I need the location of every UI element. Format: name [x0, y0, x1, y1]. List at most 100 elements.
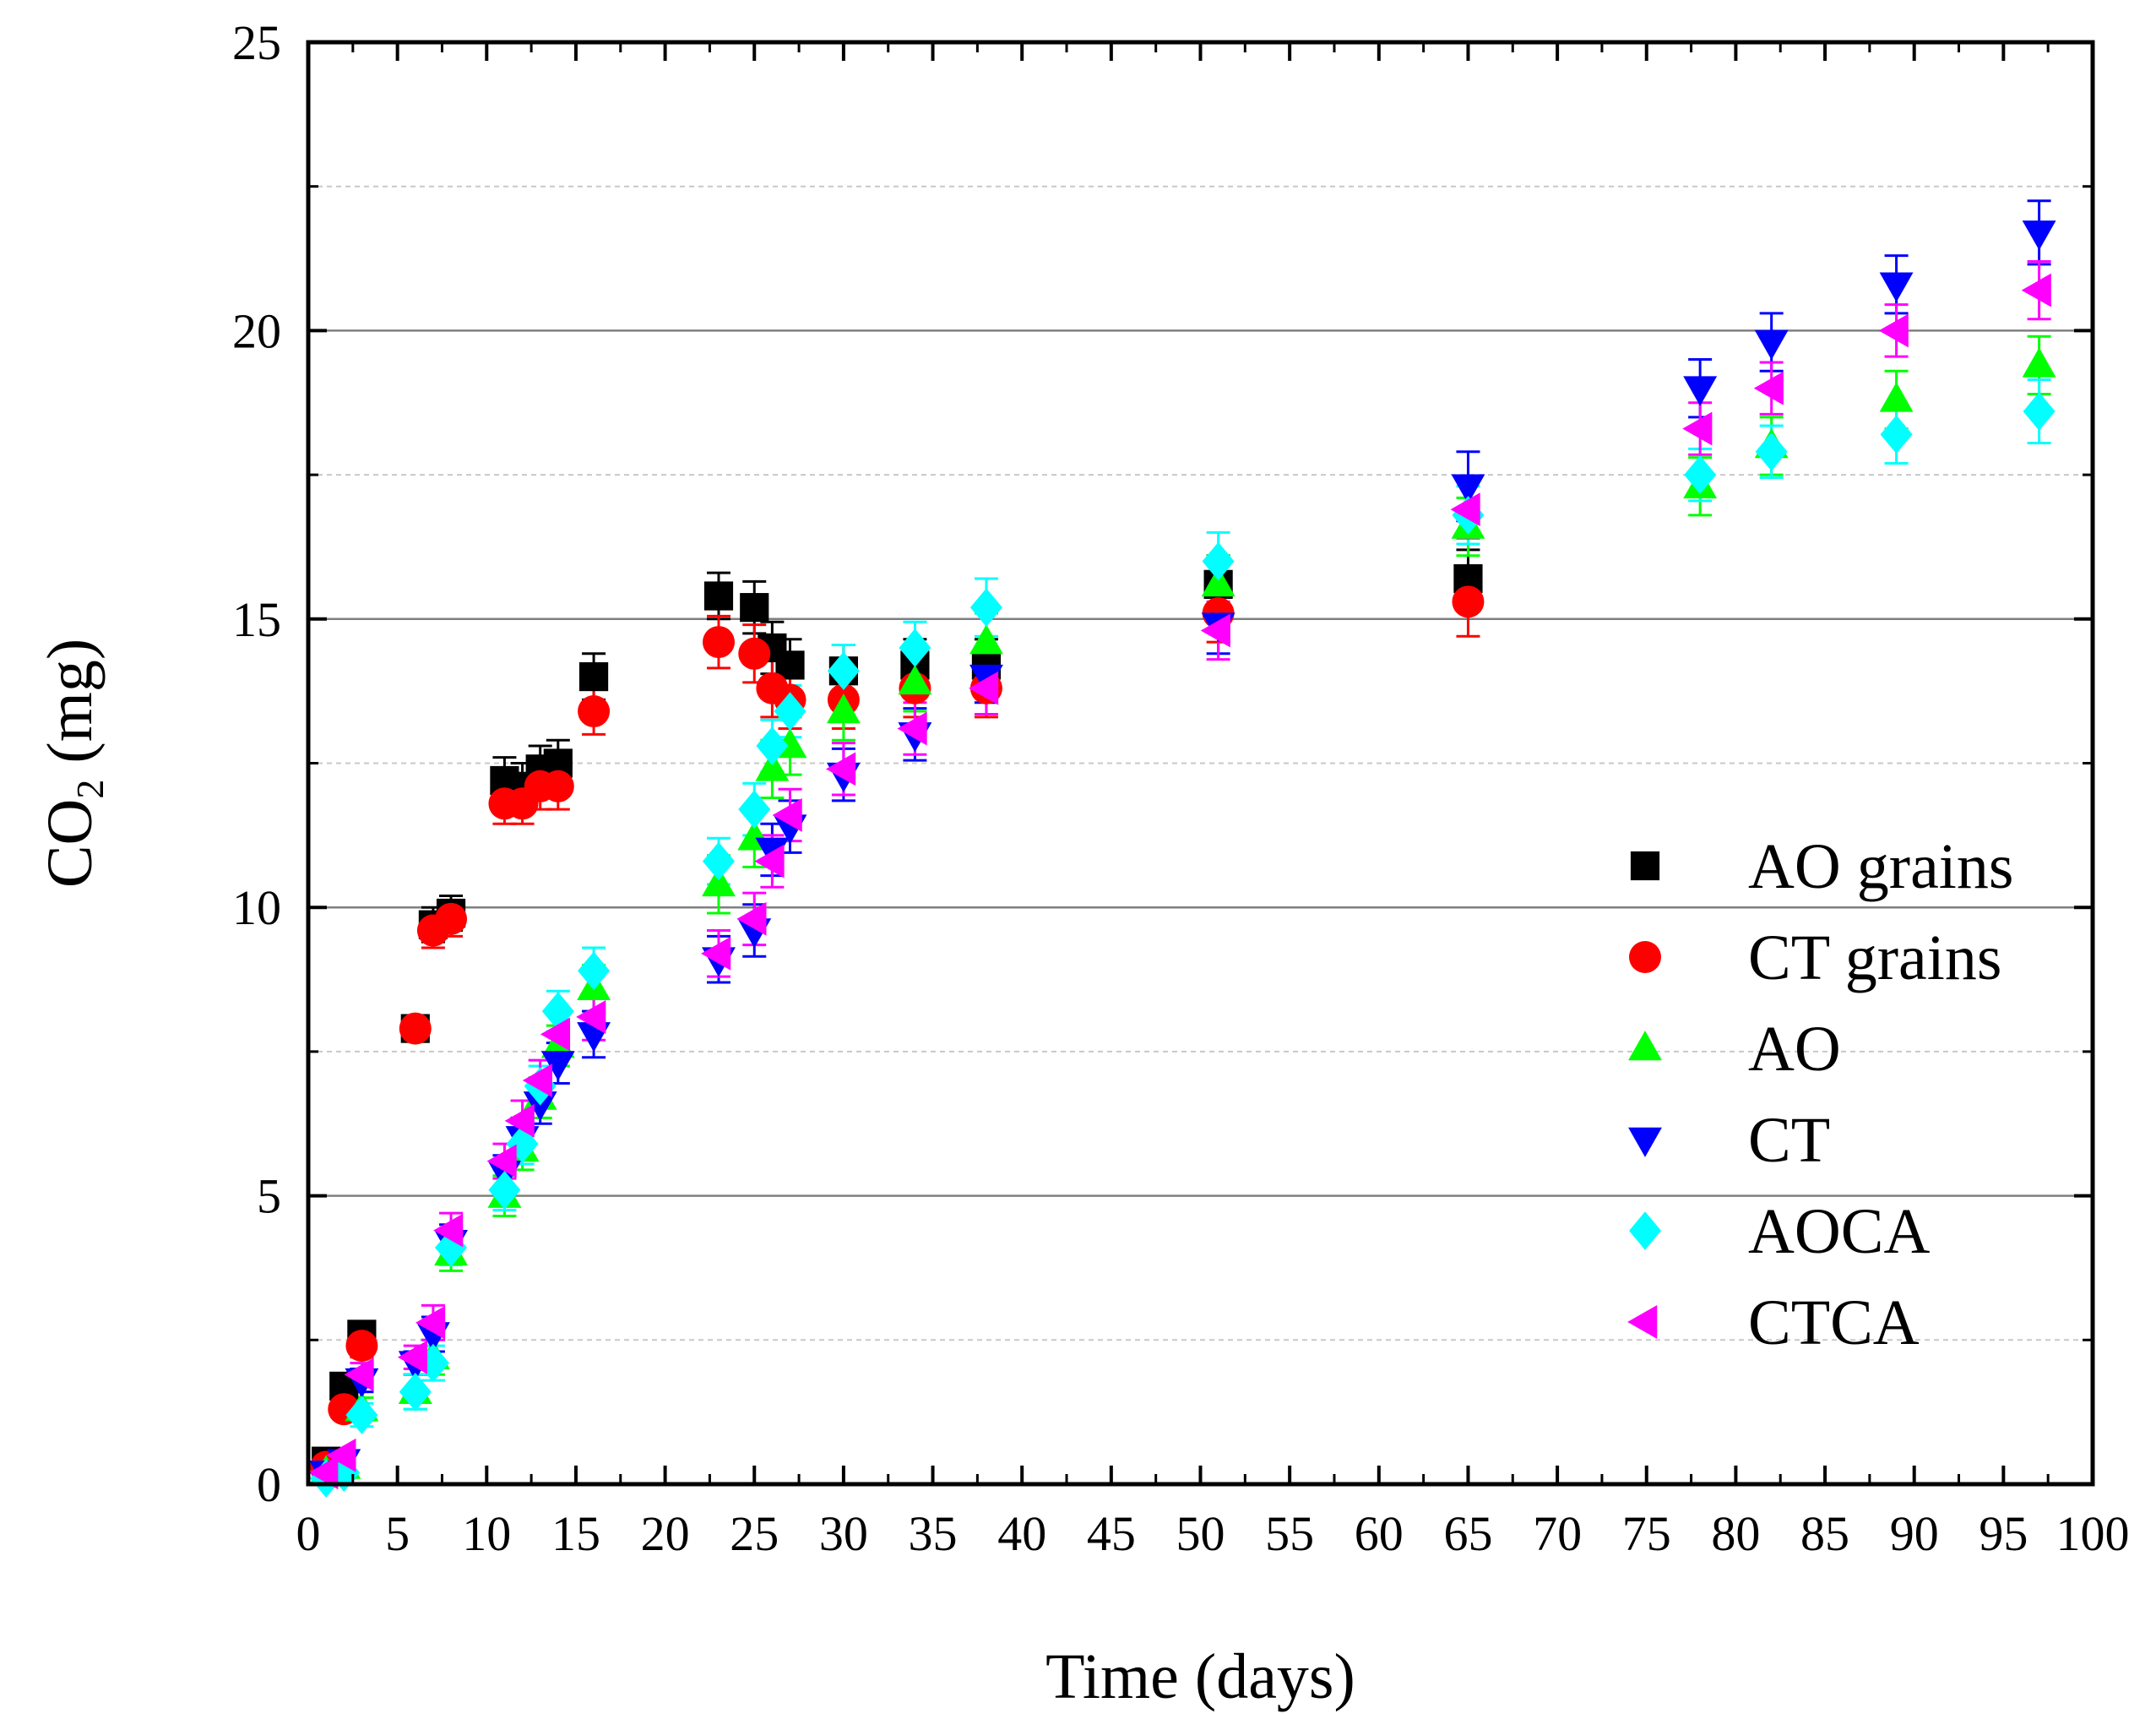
- point-ct-grains: [1452, 585, 1485, 618]
- point-aoca: [2023, 392, 2056, 431]
- point-ctca: [433, 1213, 464, 1248]
- legend-marker-ao-grains: [1630, 851, 1660, 881]
- legend-label-ctca: CTCA: [1748, 1287, 1920, 1358]
- point-ao: [1201, 566, 1235, 597]
- point-ao-grains: [703, 581, 734, 611]
- point-ctca: [754, 844, 785, 879]
- y-axis-title-subscript: 2: [68, 780, 111, 799]
- point-aoca: [488, 1170, 521, 1210]
- x-tick-label: 5: [385, 1506, 410, 1561]
- point-ctca: [772, 798, 802, 832]
- x-tick-label: 55: [1265, 1506, 1314, 1561]
- point-aoca: [702, 841, 735, 881]
- y-tick-label: 25: [232, 15, 281, 70]
- point-aoca: [756, 726, 789, 765]
- point-aoca: [969, 588, 1002, 627]
- x-tick-label: 0: [296, 1506, 321, 1561]
- point-ctca: [1450, 492, 1480, 527]
- x-tick-label: 60: [1355, 1506, 1404, 1561]
- legend-label-ao-grains: AO grains: [1748, 831, 2014, 902]
- x-tick-label: 95: [1979, 1506, 2028, 1561]
- point-ct: [1754, 329, 1789, 360]
- data-markers: [308, 220, 2056, 1498]
- x-axis-title: Time (days): [1045, 1641, 1355, 1712]
- legend-marker-aoca: [1629, 1211, 1661, 1250]
- point-aoca: [738, 790, 771, 829]
- point-ctca: [969, 671, 999, 705]
- point-ct: [1683, 376, 1718, 406]
- point-ao: [969, 624, 1003, 655]
- x-tick-label: 85: [1800, 1506, 1849, 1561]
- point-ct: [1879, 272, 1914, 302]
- point-aoca: [1684, 455, 1717, 494]
- point-aoca: [774, 692, 806, 731]
- grid-lines: [308, 185, 2093, 1341]
- y-tick-label: 10: [232, 880, 281, 935]
- y-tick-label: 20: [232, 303, 281, 358]
- legend-label-ao: AO: [1748, 1014, 1841, 1085]
- point-ctca: [1200, 613, 1230, 648]
- point-ct-grains: [345, 1330, 378, 1363]
- legend-label-aoca: AOCA: [1748, 1196, 1930, 1267]
- x-tick-label: 65: [1443, 1506, 1492, 1561]
- legend-marker-ct: [1628, 1127, 1662, 1157]
- x-tick-label: 100: [2056, 1506, 2130, 1561]
- y-axis-title: CO2 (mg): [35, 639, 111, 888]
- point-ctca: [701, 936, 731, 971]
- point-ctca: [326, 1438, 356, 1472]
- x-tick-label: 80: [1711, 1506, 1760, 1561]
- point-ctca: [344, 1357, 374, 1392]
- legend-label-ct-grains: CT grains: [1748, 922, 2001, 993]
- point-ct-grains: [435, 902, 468, 935]
- point-aoca: [1755, 432, 1788, 471]
- point-ctca: [540, 1017, 571, 1052]
- y-axis-title-unit: (mg): [35, 639, 106, 780]
- x-tick-label: 35: [909, 1506, 958, 1561]
- point-aoca: [1202, 541, 1235, 581]
- y-tick-label: 0: [257, 1457, 281, 1512]
- point-ctca: [576, 999, 606, 1034]
- x-tick-label: 50: [1176, 1506, 1225, 1561]
- point-ctca: [486, 1144, 517, 1178]
- x-tick-label: 20: [641, 1506, 690, 1561]
- point-ao: [755, 751, 790, 781]
- point-ct-grains: [399, 1012, 432, 1045]
- x-tick-label: 70: [1533, 1506, 1582, 1561]
- x-tick-label: 15: [551, 1506, 600, 1561]
- point-aoca: [1880, 415, 1913, 454]
- point-ctca: [736, 901, 767, 936]
- x-tick-label: 40: [997, 1506, 1046, 1561]
- point-aoca: [578, 951, 611, 991]
- x-tick-label: 10: [462, 1506, 511, 1561]
- x-tick-label: 30: [819, 1506, 868, 1561]
- y-axis-title-main: CO: [35, 799, 106, 889]
- legend-marker-ct-grains: [1629, 941, 1661, 973]
- point-ctca: [504, 1103, 535, 1138]
- x-tick-label: 90: [1890, 1506, 1939, 1561]
- point-ct: [1451, 474, 1485, 504]
- point-ao: [2022, 347, 2056, 378]
- point-ao: [898, 665, 932, 695]
- point-aoca: [827, 651, 860, 691]
- point-ct: [2022, 220, 2056, 251]
- point-ct-grains: [578, 695, 611, 728]
- point-ao: [702, 866, 736, 897]
- point-ct: [523, 1091, 557, 1122]
- legend-marker-ao: [1628, 1031, 1662, 1061]
- point-ctca: [397, 1340, 428, 1374]
- point-ctca: [897, 711, 927, 746]
- legend: AO grains CT grains AO CT AOCA CTCA: [1627, 831, 2014, 1358]
- point-ctca: [1682, 411, 1713, 446]
- point-ctca: [308, 1455, 339, 1490]
- point-ctca: [1753, 371, 1784, 405]
- point-aoca: [899, 628, 931, 667]
- point-ct: [540, 1051, 575, 1081]
- point-ctca: [415, 1305, 446, 1340]
- point-ctca: [2021, 273, 2051, 307]
- point-ctca: [522, 1063, 552, 1097]
- point-ct-grains: [738, 637, 771, 670]
- point-ctca: [1878, 313, 1909, 348]
- legend-label-ct: CT: [1748, 1105, 1830, 1176]
